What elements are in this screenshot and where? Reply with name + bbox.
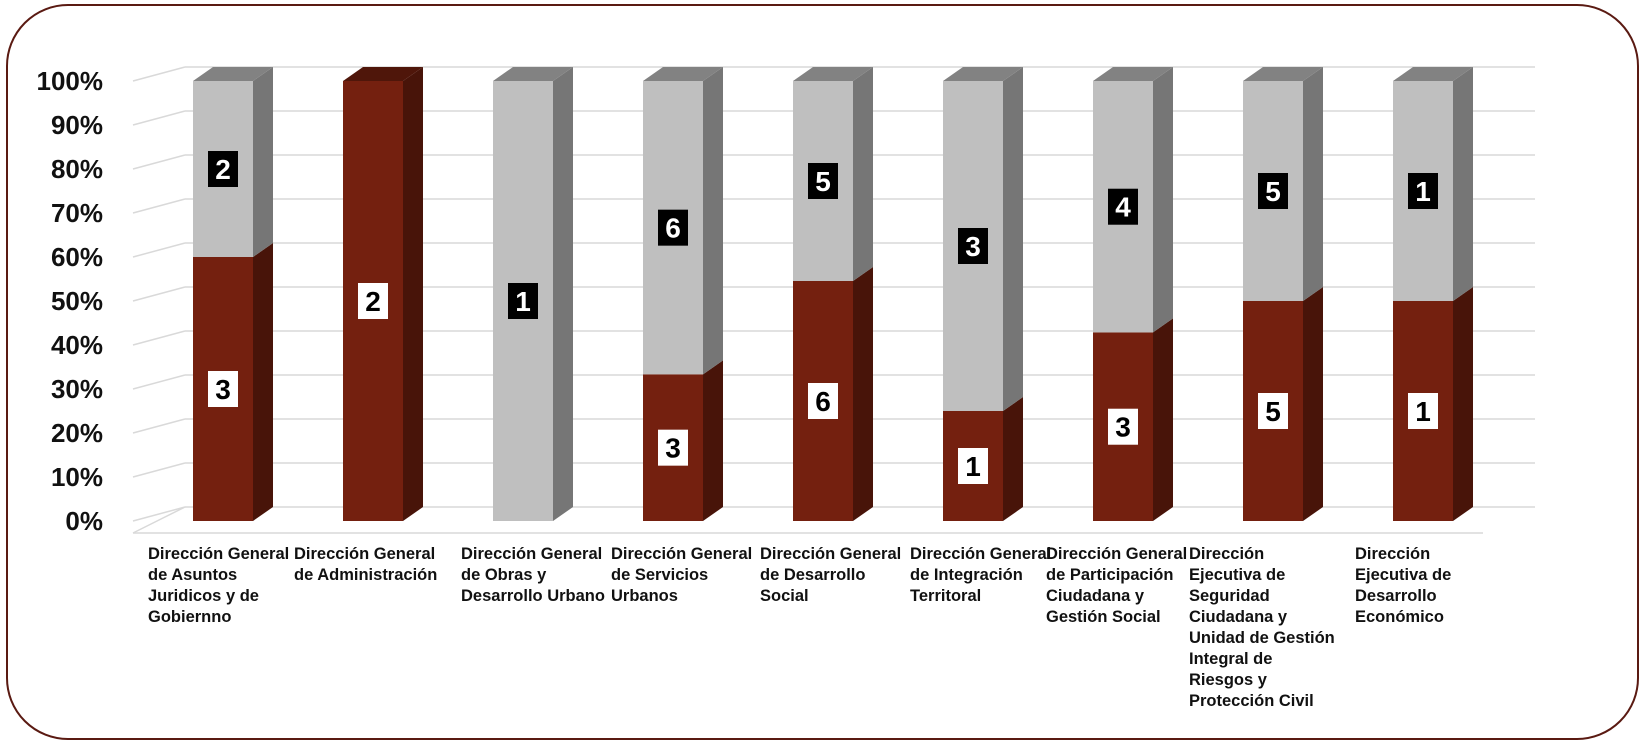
- x-category-label: Dirección General de Integración Territo…: [910, 545, 1052, 605]
- data-label: 6: [815, 386, 831, 417]
- data-label: 1: [965, 451, 981, 482]
- data-label: 5: [1265, 396, 1281, 427]
- y-tick-label: 60%: [51, 242, 103, 272]
- gridline-side: [132, 330, 186, 346]
- bar-segment-side: [1003, 397, 1023, 521]
- gridline-side: [132, 66, 186, 82]
- data-label-box: [958, 228, 988, 264]
- data-label-box: [1258, 173, 1288, 209]
- x-category-label: Dirección General de Asuntos Juridicos y…: [148, 545, 290, 626]
- bar-top: [1243, 67, 1323, 81]
- bar-top: [643, 67, 723, 81]
- bar-segment-side: [553, 67, 573, 521]
- gridline-side: [132, 462, 186, 478]
- gridline-side: [132, 374, 186, 390]
- bar-top: [1393, 67, 1473, 81]
- data-label: 1: [515, 286, 531, 317]
- bar-segment-side: [1453, 287, 1473, 521]
- bar-top: [943, 67, 1023, 81]
- y-tick-label: 30%: [51, 374, 103, 404]
- data-label-box: [808, 383, 838, 419]
- data-label: 5: [1265, 176, 1281, 207]
- bar-segment-side: [853, 267, 873, 521]
- x-category-label: Dirección Ejecutiva de Desarrollo Económ…: [1355, 545, 1452, 626]
- bar-segment-side: [1453, 67, 1473, 301]
- bar-segment-side: [253, 67, 273, 257]
- data-label-box: [1108, 408, 1138, 445]
- data-label-box: [208, 371, 238, 407]
- y-tick-label: 40%: [51, 330, 103, 360]
- gridline-side: [132, 506, 186, 522]
- y-tick-label: 10%: [51, 462, 103, 492]
- data-label-box: [508, 283, 538, 319]
- bar-top: [343, 67, 423, 81]
- gridline-side: [132, 286, 186, 302]
- x-category-label: Dirección General de Servicios Urbanos: [611, 545, 753, 605]
- gridline-side: [132, 198, 186, 214]
- bar-segment-side: [853, 67, 873, 281]
- bar-segment-side: [1153, 67, 1173, 333]
- y-tick-label: 20%: [51, 418, 103, 448]
- y-tick-label: 50%: [51, 286, 103, 316]
- bar-top: [193, 67, 273, 81]
- x-category-label: Dirección Ejecutiva de Seguridad Ciudada…: [1189, 545, 1335, 710]
- bar-segment-side: [403, 67, 423, 521]
- bar-segment-side: [703, 360, 723, 521]
- y-tick-label: 100%: [37, 66, 104, 96]
- data-label-box: [1408, 173, 1438, 209]
- data-label-box: [358, 283, 388, 319]
- data-label: 3: [215, 374, 231, 405]
- bar-top: [1093, 67, 1173, 81]
- floor-edge: [132, 506, 186, 534]
- gridline-side: [132, 242, 186, 258]
- bar-top: [793, 67, 873, 81]
- gridline-side: [132, 418, 186, 434]
- x-category-label: Dirección General de Administración: [294, 545, 438, 584]
- data-label-box: [1108, 188, 1138, 225]
- x-category-label: Dirección General de Participación Ciuda…: [1046, 545, 1188, 626]
- y-tick-label: 0%: [65, 506, 103, 536]
- bar-segment-side: [253, 243, 273, 521]
- gridline-side: [132, 154, 186, 170]
- data-label: 1: [1415, 396, 1431, 427]
- bar-segment-side: [1003, 67, 1023, 411]
- data-label-box: [658, 429, 688, 466]
- data-label-box: [1258, 393, 1288, 429]
- data-label-box: [808, 163, 838, 199]
- data-label: 5: [815, 166, 831, 197]
- data-label: 3: [965, 231, 981, 262]
- x-category-label: Dirección General de Obras y Desarrollo …: [461, 545, 605, 605]
- data-label-box: [958, 448, 988, 484]
- bar-segment-side: [1303, 67, 1323, 301]
- gridline-side: [132, 110, 186, 126]
- data-label: 1: [1415, 176, 1431, 207]
- bar-segment-side: [703, 67, 723, 375]
- data-label-box: [208, 151, 238, 187]
- data-label: 4: [1115, 192, 1131, 223]
- data-label: 2: [215, 154, 231, 185]
- data-label: 6: [665, 213, 681, 244]
- data-label-box: [658, 209, 688, 246]
- data-label: 2: [365, 286, 381, 317]
- bar-top: [493, 67, 573, 81]
- data-label: 3: [1115, 412, 1131, 443]
- bar-segment-side: [1303, 287, 1323, 521]
- y-tick-label: 80%: [51, 154, 103, 184]
- data-label: 3: [665, 433, 681, 464]
- y-tick-label: 70%: [51, 198, 103, 228]
- y-tick-label: 90%: [51, 110, 103, 140]
- x-category-label: Dirección General de Desarrollo Social: [760, 545, 902, 605]
- data-label-box: [1408, 393, 1438, 429]
- bar-segment-side: [1153, 318, 1173, 521]
